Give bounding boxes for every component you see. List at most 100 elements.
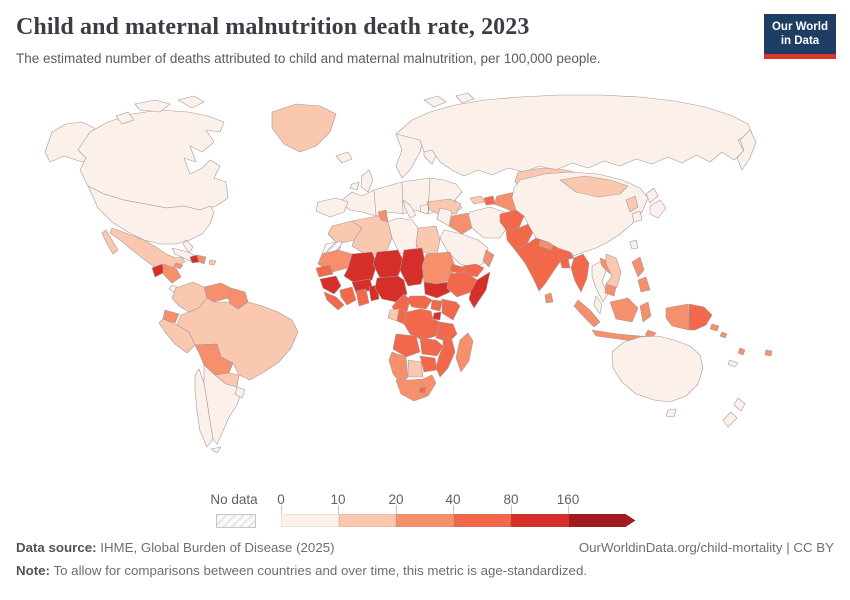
region-puerto-rico[interactable] <box>208 259 217 266</box>
region-namibia[interactable] <box>388 351 409 385</box>
owid-url-link[interactable]: OurWorldinData.org/child-mortality | CC … <box>578 540 834 555</box>
region-senegal[interactable] <box>315 264 334 278</box>
region-vanuatu[interactable] <box>737 347 746 356</box>
region-syria-levant[interactable] <box>436 207 453 227</box>
legend-no-data-label: No data <box>210 492 258 507</box>
region-vietnam[interactable] <box>605 253 622 296</box>
region-caucasus-georgia[interactable] <box>469 195 486 205</box>
region-sierra-leone-liberia[interactable] <box>323 291 345 311</box>
region-botswana[interactable] <box>407 359 424 378</box>
region-malawi-mozambique[interactable] <box>435 335 456 378</box>
region-south-korea[interactable] <box>631 210 643 223</box>
region-papua-new-guinea[interactable] <box>688 303 713 331</box>
region-solomon-islands[interactable] <box>709 323 728 339</box>
region-south-africa[interactable] <box>395 374 437 402</box>
region-iceland[interactable] <box>335 151 353 164</box>
region-south-sudan[interactable] <box>423 281 451 299</box>
region-sudan[interactable] <box>421 251 456 285</box>
region-iberia[interactable] <box>315 197 349 218</box>
region-baja[interactable] <box>101 229 119 255</box>
region-russia[interactable] <box>395 94 753 177</box>
region-new-zealand[interactable] <box>722 397 746 428</box>
region-kenya[interactable] <box>441 298 461 321</box>
region-dominican-republic[interactable] <box>196 254 207 265</box>
legend-tickmark <box>338 505 339 514</box>
region-uganda[interactable] <box>430 299 443 312</box>
region-north-korea[interactable] <box>625 195 639 213</box>
region-libya[interactable] <box>387 217 419 255</box>
owid-logo[interactable]: Our World in Data <box>764 14 836 59</box>
region-somalia[interactable] <box>468 271 491 309</box>
region-myanmar[interactable] <box>570 253 590 293</box>
legend-tickmark <box>396 505 397 514</box>
region-italy[interactable] <box>402 199 417 219</box>
legend-tick-160: 160 <box>556 492 580 507</box>
region-lesotho[interactable] <box>418 386 427 394</box>
legend-bin-0-10[interactable] <box>281 514 339 527</box>
legend-tickmark <box>281 505 282 514</box>
region-bangladesh[interactable] <box>559 257 571 269</box>
data-source-text: IHME, Global Burden of Disease (2025) <box>96 540 335 555</box>
region-fiji[interactable] <box>764 349 773 357</box>
legend-bin-160-plus[interactable] <box>569 514 636 527</box>
region-tasmania[interactable] <box>665 408 677 418</box>
region-guinea[interactable] <box>319 275 342 295</box>
legend-tickmark <box>453 505 454 514</box>
region-honduras-nicaragua[interactable] <box>162 263 182 284</box>
region-chukotka[interactable] <box>736 129 757 171</box>
region-papua-indonesia[interactable] <box>665 303 690 331</box>
legend-bin-10-20[interactable] <box>338 514 396 527</box>
legend-tick-0: 0 <box>277 492 285 507</box>
region-zimbabwe[interactable] <box>419 355 438 373</box>
region-sri-lanka[interactable] <box>544 292 554 304</box>
legend-tickmark <box>511 505 512 514</box>
region-ivory-coast[interactable] <box>339 286 357 306</box>
region-arctic-islands[interactable] <box>115 95 205 125</box>
region-ecuador[interactable] <box>162 309 180 324</box>
region-cambodia[interactable] <box>604 283 617 297</box>
region-algeria[interactable] <box>351 215 393 257</box>
region-franz[interactable] <box>455 92 475 104</box>
region-tanzania[interactable] <box>435 321 458 343</box>
legend-bin-80-160[interactable] <box>511 514 569 527</box>
region-zambia[interactable] <box>419 337 444 357</box>
region-sumatra[interactable] <box>573 299 601 328</box>
region-turkey[interactable] <box>426 198 462 215</box>
region-svalbard[interactable] <box>423 95 447 108</box>
region-jamaica[interactable] <box>173 262 184 270</box>
region-chad[interactable] <box>399 247 427 287</box>
region-angola[interactable] <box>392 333 421 358</box>
region-japan[interactable] <box>645 187 667 219</box>
region-saudi-arabia[interactable] <box>439 229 489 269</box>
region-mongolia[interactable] <box>559 175 629 198</box>
region-argentina[interactable] <box>203 364 242 445</box>
region-tierra-del-fuego[interactable] <box>210 446 222 454</box>
legend-color-bar <box>281 514 636 527</box>
region-greenland[interactable] <box>271 103 337 153</box>
region-azerbaijan[interactable] <box>483 195 496 206</box>
region-ireland[interactable] <box>349 181 360 191</box>
region-madagascar[interactable] <box>455 332 474 373</box>
legend-bin-20-40[interactable] <box>396 514 454 527</box>
region-new-caledonia[interactable] <box>727 359 739 368</box>
region-ghana[interactable] <box>355 288 370 307</box>
legend-bin-40-80[interactable] <box>453 514 511 527</box>
region-brazil[interactable] <box>176 297 299 381</box>
region-taiwan[interactable] <box>629 239 639 250</box>
region-australia[interactable] <box>611 335 704 403</box>
region-rwanda-burundi[interactable] <box>432 311 442 321</box>
region-sulawesi[interactable] <box>639 301 652 323</box>
region-ethiopia[interactable] <box>446 271 478 298</box>
region-central-african-republic[interactable] <box>406 295 433 310</box>
region-pakistan[interactable] <box>505 223 534 251</box>
region-uk[interactable] <box>360 169 374 193</box>
region-borneo[interactable] <box>609 297 639 323</box>
region-iraq[interactable] <box>448 212 473 235</box>
region-malaysia[interactable] <box>593 295 603 315</box>
region-niger[interactable] <box>372 249 405 279</box>
legend-no-data-swatch[interactable] <box>216 514 256 528</box>
region-philippines[interactable] <box>631 256 651 293</box>
legend-tick-80: 80 <box>503 492 519 507</box>
region-oman[interactable] <box>482 249 495 268</box>
region-uruguay[interactable] <box>234 386 246 399</box>
